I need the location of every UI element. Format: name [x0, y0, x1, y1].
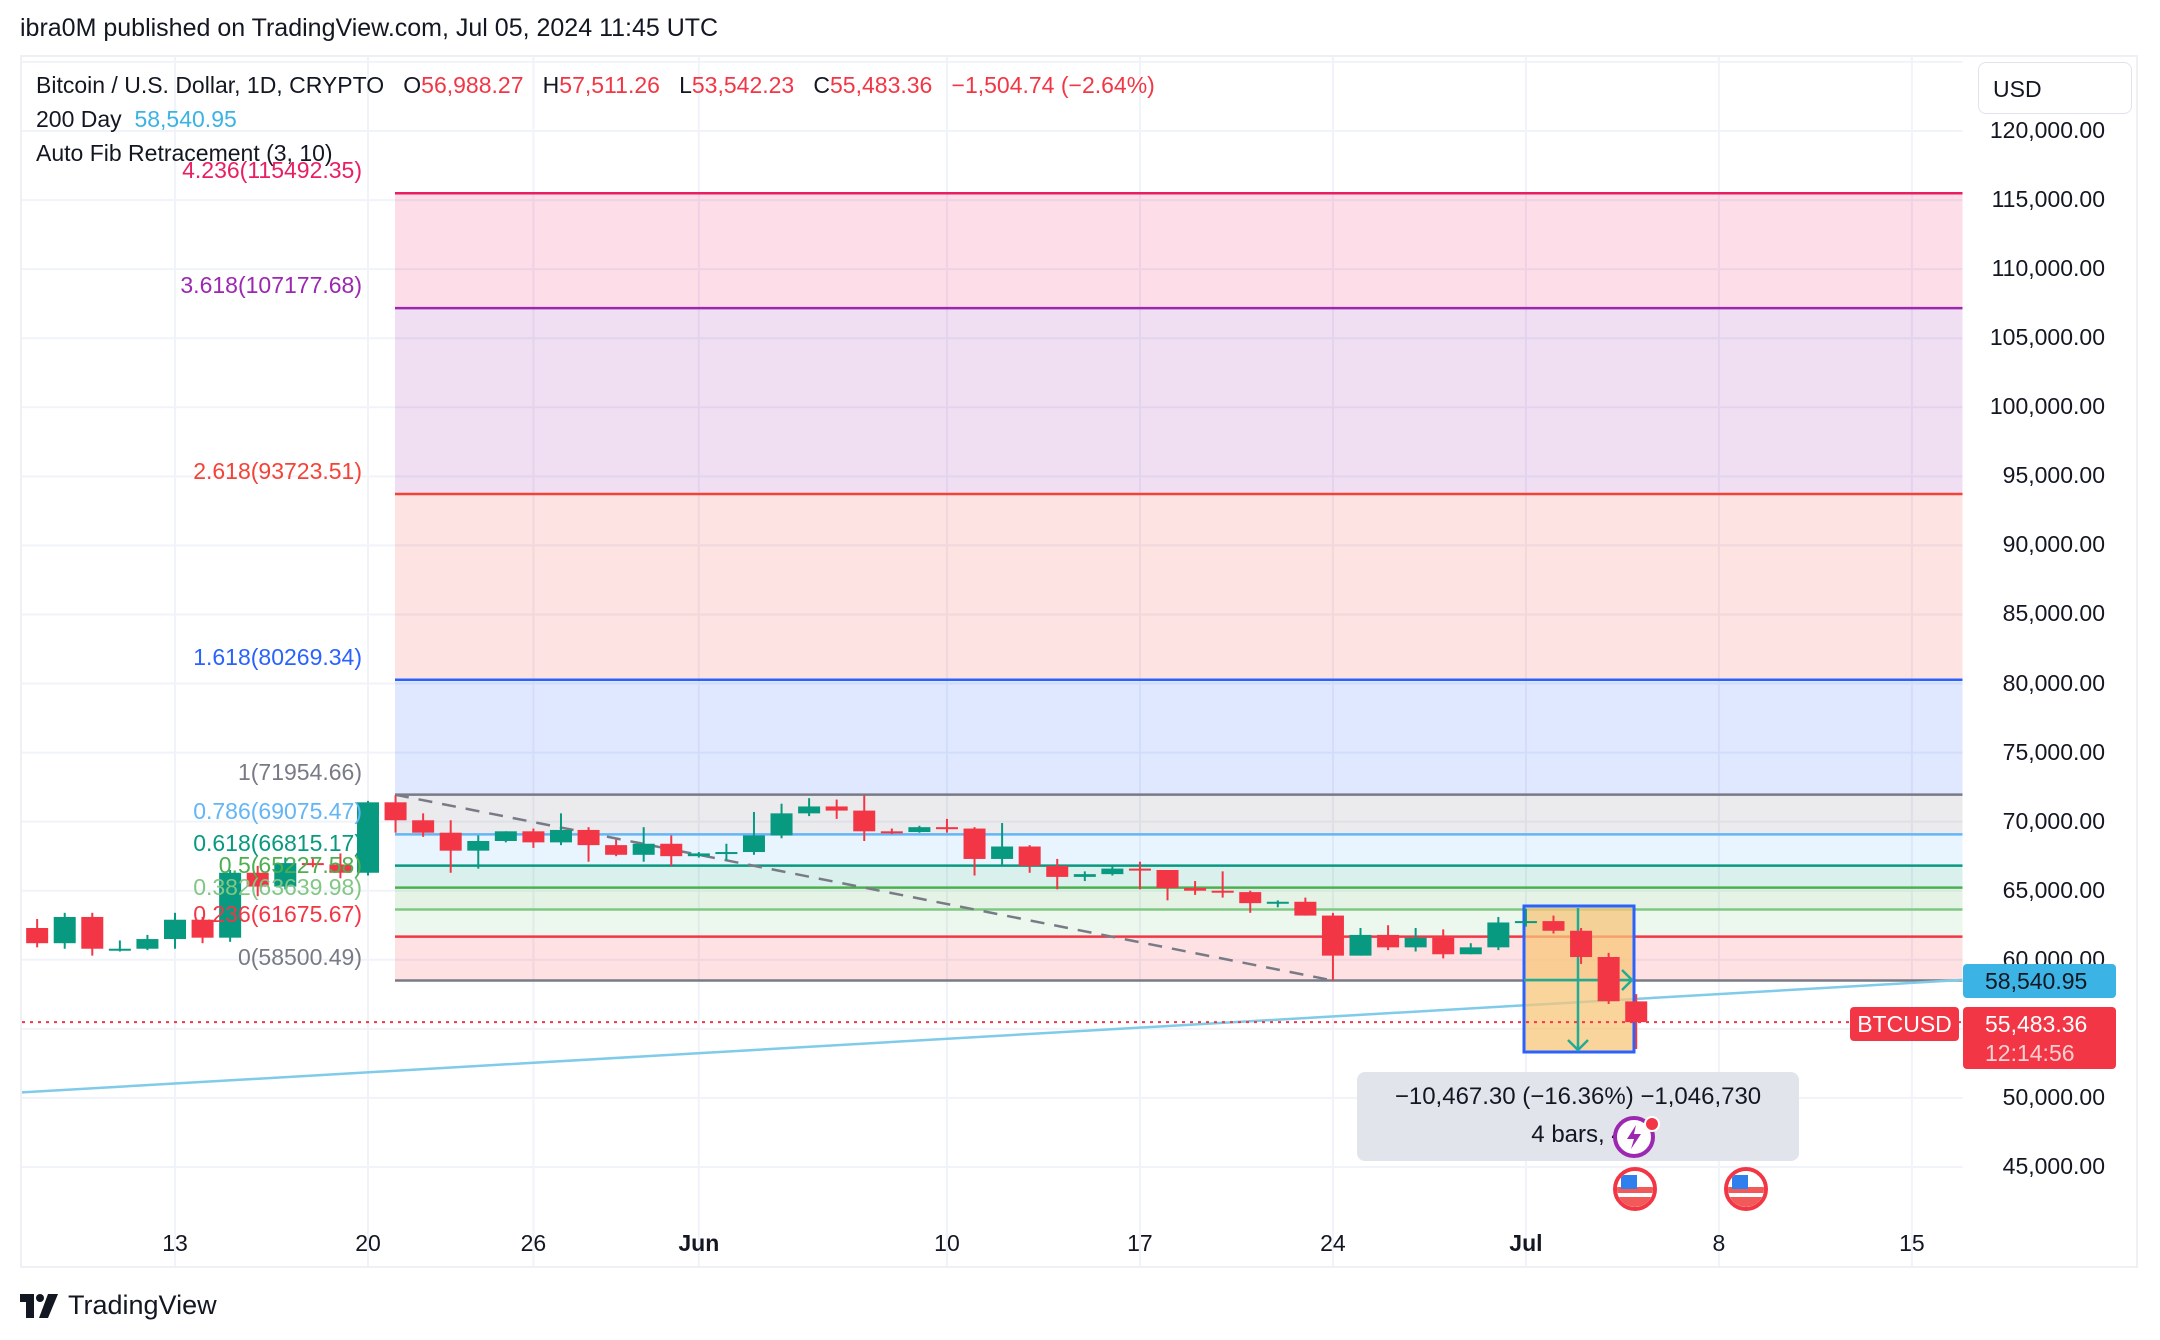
last-price: 55,483.36 — [1985, 1011, 2088, 1037]
price-tick-label: 95,000.00 — [2002, 462, 2105, 489]
symbol-name: Bitcoin / U.S. Dollar, 1D, CRYPTO — [36, 72, 385, 98]
ma-price-tag: 58,540.95 — [1963, 964, 2116, 998]
low-value: 53,542.23 — [691, 72, 795, 98]
time-tick-label: 15 — [1899, 1230, 1925, 1256]
us-economic-event-icon-2[interactable] — [1724, 1167, 1768, 1211]
change-value: −1,504.74 (−2.64%) — [951, 72, 1155, 98]
price-tick-label: 110,000.00 — [1991, 255, 2105, 282]
price-tick-label: 75,000.00 — [2002, 738, 2105, 765]
open-label: O — [403, 72, 422, 98]
fib-level-label: 1.618(80269.34) — [193, 643, 362, 670]
fib-level-label: 4.236(115492.35) — [182, 157, 362, 184]
fib-level-label: 2.618(93723.51) — [193, 457, 362, 484]
time-tick-label: 24 — [1320, 1230, 1346, 1256]
time-tick-label: 10 — [934, 1230, 960, 1256]
published-caption: ibra0M published on TradingView.com, Jul… — [20, 14, 719, 42]
measure-line-2: 4 bars, 4 — [1531, 1121, 1625, 1148]
low-label: L — [679, 72, 692, 98]
price-tick-label: 45,000.00 — [2002, 1152, 2105, 1179]
price-tick-label: 100,000.00 — [1989, 393, 2105, 420]
tradingview-logo-icon — [20, 1293, 58, 1318]
notification-dot — [1644, 1116, 1660, 1132]
brand-name: TradingView — [68, 1290, 217, 1320]
tradingview-logo[interactable]: TradingView — [20, 1290, 217, 1321]
fib-level-label: 3.618(107177.68) — [180, 272, 362, 299]
price-tick-label: 115,000.00 — [1991, 186, 2105, 213]
price-tick-label: 70,000.00 — [2002, 807, 2105, 834]
time-tick-label: 13 — [162, 1230, 188, 1256]
price-tick-label: 105,000.00 — [1989, 324, 2105, 351]
time-tick-label: 8 — [1712, 1230, 1726, 1256]
symbol-legend[interactable]: Bitcoin / U.S. Dollar, 1D, CRYPTO O56,98… — [36, 72, 1155, 99]
measure-line-1: −10,467.30 (−16.36%) −1,046,730 — [1394, 1083, 1762, 1110]
fib-indicator-label: Auto Fib Retracement (3, 10) — [36, 140, 333, 166]
symbol-tag: BTCUSD — [1850, 1007, 1959, 1041]
us-economic-event-icon[interactable] — [1613, 1167, 1657, 1211]
fib-level-label: 0.786(69075.47) — [193, 798, 362, 825]
fib-level-label: 0.236(61675.67) — [193, 900, 362, 927]
close-value: 55,483.36 — [830, 72, 933, 98]
price-tick-label: 50,000.00 — [2002, 1083, 2105, 1110]
time-tick-label: Jul — [1509, 1230, 1543, 1256]
fib-legend[interactable]: Auto Fib Retracement (3, 10) — [36, 140, 333, 167]
time-tick-label: Jun — [678, 1230, 720, 1256]
fib-level-label: 0.618(66815.17) — [193, 829, 362, 856]
time-tick-label: 26 — [520, 1230, 547, 1256]
time-tick-label: 17 — [1127, 1230, 1153, 1256]
ma-legend[interactable]: 200 Day 58,540.95 — [36, 106, 237, 133]
chart-frame — [20, 55, 2138, 1268]
fib-level-label: 0.382(63639.98) — [193, 873, 362, 900]
price-tick-label: 65,000.00 — [2002, 876, 2105, 903]
price-tick-label: 90,000.00 — [2002, 531, 2105, 558]
currency-button[interactable]: USD — [1978, 62, 2132, 114]
fib-level-label: 0(58500.49) — [237, 944, 362, 971]
close-label: C — [813, 72, 831, 98]
ma-value: 58,540.95 — [134, 106, 237, 132]
fib-level-label: 1(71954.66) — [237, 758, 362, 785]
open-value: 56,988.27 — [421, 72, 524, 98]
last-price-tag: 55,483.36 12:14:56 — [1963, 1007, 2116, 1069]
ma-label: 200 Day — [36, 106, 122, 132]
measure-tooltip: −10,467.30 (−16.36%) −1,046,730 4 bars, … — [1357, 1072, 1799, 1161]
fib-level-label: 0.5(65227.58) — [218, 851, 362, 878]
price-tick-label: 80,000.00 — [2002, 669, 2105, 696]
time-tick-label: 20 — [355, 1230, 381, 1256]
bar-countdown: 12:14:56 — [1985, 1040, 2075, 1066]
high-label: H — [542, 72, 560, 98]
high-value: 57,511.26 — [559, 72, 660, 98]
price-tick-label: 85,000.00 — [2002, 600, 2105, 627]
price-tick-label: 120,000.00 — [1989, 117, 2105, 143]
